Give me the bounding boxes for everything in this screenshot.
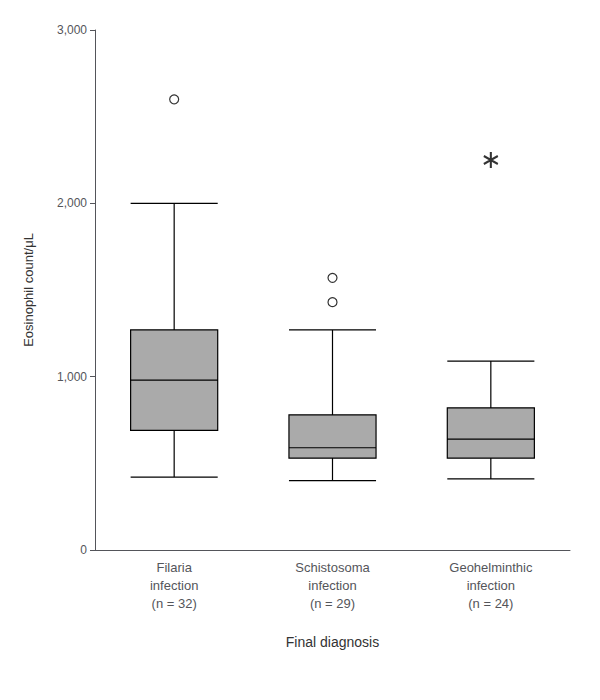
svg-text:3,000: 3,000 (57, 23, 87, 37)
svg-text:Geohelminthic: Geohelminthic (449, 560, 533, 575)
svg-text:Filaria: Filaria (156, 560, 192, 575)
svg-text:0: 0 (80, 543, 87, 557)
svg-text:(n = 29): (n = 29) (310, 596, 355, 611)
svg-text:1,000: 1,000 (57, 370, 87, 384)
svg-text:infection: infection (150, 578, 198, 593)
svg-text:2,000: 2,000 (57, 196, 87, 210)
svg-text:Eosinophil count/μL: Eosinophil count/μL (21, 233, 36, 347)
svg-text:(n = 24): (n = 24) (468, 596, 513, 611)
svg-text:Schistosoma: Schistosoma (295, 560, 370, 575)
svg-text:(n = 32): (n = 32) (152, 596, 197, 611)
svg-text:Final diagnosis: Final diagnosis (286, 634, 379, 650)
svg-text:infection: infection (308, 578, 356, 593)
svg-text:infection: infection (467, 578, 515, 593)
